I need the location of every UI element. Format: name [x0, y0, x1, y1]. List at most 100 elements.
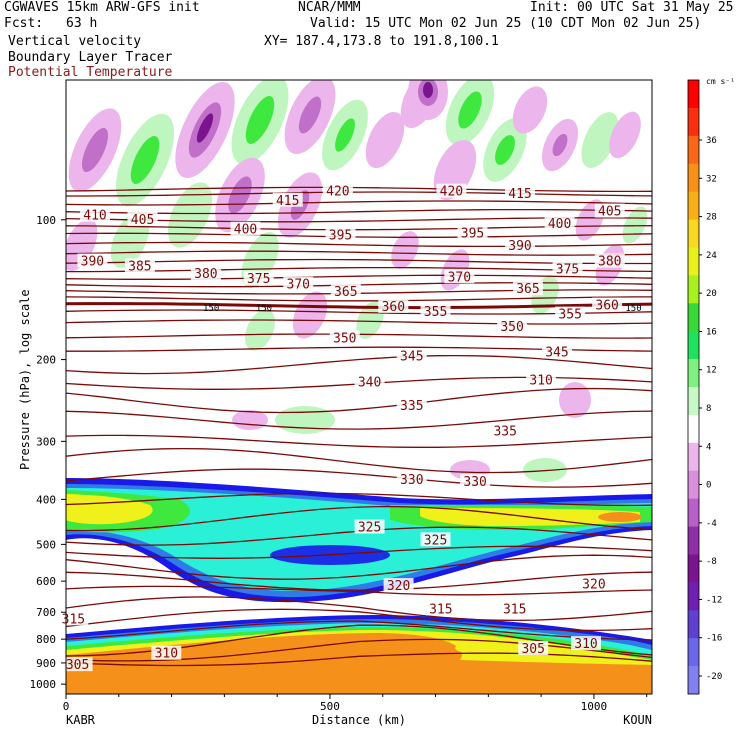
tracer-label: 150 — [256, 304, 272, 314]
theta-label-bg — [594, 203, 625, 218]
theta-label: 335 — [493, 425, 516, 440]
theta-line — [66, 200, 652, 206]
theta-label-bg — [497, 318, 528, 333]
colorbar-tick-label: -16 — [706, 634, 722, 644]
theta-line — [66, 608, 652, 632]
theta-label: 410 — [83, 209, 106, 224]
theta-label: 380 — [598, 255, 621, 270]
theta-label: 340 — [358, 375, 381, 390]
plot-frame — [65, 79, 653, 695]
theta-label: 330 — [400, 473, 423, 488]
colorbar-swatch — [688, 414, 699, 444]
theta-contour-labels: 305 310 305 310 315 315 315 320 320 325 325 330 330 3… — [58, 183, 642, 673]
field-vertical-velocity: Vertical velocity — [8, 34, 142, 49]
colorbar-swatch — [688, 359, 699, 388]
theta-label-bg — [62, 657, 93, 672]
colorbar-swatch — [688, 387, 699, 416]
theta-label: 310 — [574, 637, 597, 652]
theta-label-bg — [354, 519, 385, 534]
tracer-boundary-layer — [66, 615, 652, 694]
theta-line — [66, 274, 652, 280]
theta-label-bg — [243, 270, 274, 285]
colorbar-swatch — [688, 666, 699, 695]
theta-label: 310 — [529, 374, 552, 389]
theta-label: 380 — [194, 267, 217, 282]
theta-label: 395 — [461, 226, 484, 241]
theta-label-bg — [594, 253, 625, 268]
theta-line — [66, 241, 652, 248]
theta-label: 305 — [66, 658, 89, 673]
theta-label: 405 — [598, 205, 621, 220]
theta-label-bg — [571, 636, 602, 651]
theta-label: 325 — [358, 521, 381, 536]
theta-label: 415 — [276, 194, 299, 209]
colorbar-swatch — [688, 191, 699, 221]
theta-label-bg — [396, 471, 427, 486]
colorbar-swatch — [688, 554, 699, 583]
forecast-hour: 63 h — [66, 16, 98, 31]
y-tick-label: 100 — [36, 214, 56, 227]
colorbar-swatch — [688, 470, 699, 500]
colorbar-swatch — [688, 331, 699, 360]
theta-line — [66, 319, 652, 325]
theta-label-bg — [505, 238, 536, 253]
theta-line — [66, 652, 652, 667]
theta-label: 345 — [545, 345, 568, 360]
theta-label: 315 — [429, 602, 452, 617]
theta-line — [66, 554, 652, 580]
colorbar: cm s⁻¹ 36 32 28 24 20 16 12 8 4 0 -4 -8 -12 -16 -20 — [687, 77, 735, 695]
theta-label-bg — [505, 186, 536, 201]
theta-line — [66, 545, 652, 559]
valid-time: Valid: 15 UTC Mon 02 Jun 25 (10 CDT Mon … — [310, 16, 702, 31]
org-label: NCAR/MMM — [298, 0, 361, 15]
theta-label: 405 — [131, 213, 154, 228]
x-tick-label: 1000 — [581, 700, 608, 713]
theta-line — [66, 492, 652, 507]
theta-label-bg — [396, 348, 427, 363]
theta-line — [66, 505, 652, 532]
colorbar-swatch — [688, 610, 699, 639]
x-tick-label: 0 — [63, 700, 70, 713]
theta-line — [66, 410, 652, 430]
colorbar-swatch — [688, 163, 699, 193]
theta-label-bg — [541, 344, 572, 359]
theta-label-bg — [378, 298, 409, 313]
y-tick-label: 900 — [36, 657, 56, 670]
colorbar-tick-label: 0 — [706, 481, 711, 491]
colorbar-swatch — [688, 442, 699, 472]
theta-label: 375 — [247, 272, 270, 287]
theta-label: 390 — [508, 239, 531, 254]
colorbar-tick-label: -4 — [706, 519, 717, 529]
theta-label-bg — [283, 276, 314, 291]
theta-line — [66, 468, 652, 488]
theta-line — [66, 571, 652, 591]
theta-label-bg — [127, 211, 158, 226]
theta-line — [66, 250, 652, 256]
theta-label-bg — [124, 258, 155, 273]
colorbar-tick-label: 24 — [706, 251, 717, 261]
theta-label: 315 — [62, 612, 85, 627]
tracer-upper-layer — [66, 478, 652, 603]
theta-label: 320 — [582, 577, 605, 592]
theta-line — [66, 585, 652, 596]
theta-label-bg — [499, 601, 530, 616]
theta-label: 335 — [400, 399, 423, 414]
theta-label-bg — [230, 221, 261, 236]
model-title: CGWAVES 15km ARW-GFS init — [4, 0, 200, 15]
theta-label: 355 — [558, 308, 581, 323]
theta-label-bg — [329, 330, 360, 345]
theta-label-bg — [555, 306, 586, 321]
theta-label-bg — [444, 269, 475, 284]
colorbar-swatch — [688, 219, 699, 248]
theta-label-bg — [354, 374, 385, 389]
theta-line — [66, 191, 652, 197]
theta-label-bg — [512, 281, 543, 296]
theta-label: 400 — [234, 223, 257, 238]
theta-line — [66, 302, 652, 310]
theta-label: 415 — [508, 187, 531, 202]
x-axis-label: Distance (km) — [312, 713, 406, 727]
theta-label: 370 — [287, 278, 310, 293]
y-tick-label: 500 — [36, 538, 56, 551]
theta-label-bg — [552, 261, 583, 276]
